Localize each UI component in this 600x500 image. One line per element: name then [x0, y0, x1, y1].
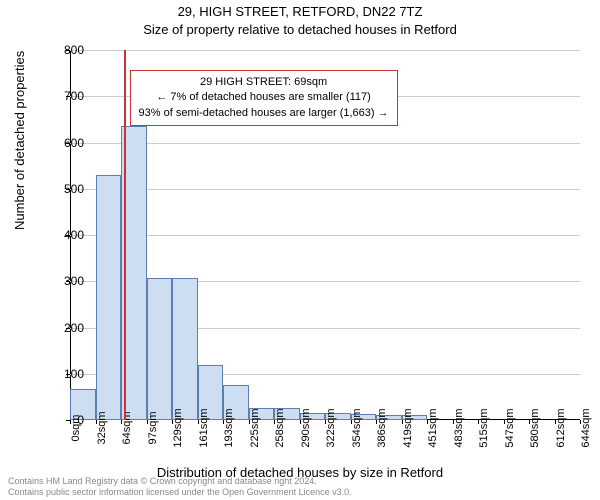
plot-area: 0sqm32sqm64sqm97sqm129sqm161sqm193sqm225…: [70, 50, 580, 420]
info-box: 29 HIGH STREET: 69sqm← 7% of detached ho…: [130, 70, 398, 126]
xtick-label: 483sqm: [453, 408, 465, 447]
ytick-label: 100: [44, 367, 84, 381]
ytick-label: 800: [44, 43, 84, 57]
xtick-label: 322sqm: [325, 408, 337, 447]
xtick-label: 451sqm: [427, 408, 439, 447]
gridline: [70, 50, 580, 51]
title-subtitle: Size of property relative to detached ho…: [0, 22, 600, 37]
footer-attribution: Contains HM Land Registry data © Crown c…: [8, 476, 352, 498]
ytick-label: 400: [44, 228, 84, 242]
histogram-bar: [172, 278, 198, 420]
histogram-bar: [96, 175, 122, 420]
xtick-label: 515sqm: [478, 408, 490, 447]
xtick-label: 290sqm: [300, 408, 312, 447]
footer-line-2: Contains public sector information licen…: [8, 487, 352, 498]
ytick-label: 700: [44, 89, 84, 103]
xtick-label: 193sqm: [223, 408, 235, 447]
xtick-label: 612sqm: [555, 408, 567, 447]
title-address: 29, HIGH STREET, RETFORD, DN22 7TZ: [0, 4, 600, 19]
xtick-label: 644sqm: [580, 408, 592, 447]
ytick-label: 600: [44, 136, 84, 150]
xtick-label: 129sqm: [172, 408, 184, 447]
ytick-label: 200: [44, 321, 84, 335]
xtick-label: 161sqm: [198, 408, 210, 447]
gridline: [70, 143, 580, 144]
gridline: [70, 189, 580, 190]
property-marker-line: [124, 50, 126, 420]
ytick-label: 300: [44, 274, 84, 288]
xtick-label: 419sqm: [402, 408, 414, 447]
info-box-line-3: 93% of semi-detached houses are larger (…: [139, 106, 389, 121]
xtick-label: 580sqm: [529, 408, 541, 447]
info-box-line-2: ← 7% of detached houses are smaller (117…: [139, 90, 389, 105]
xtick-label: 258sqm: [274, 408, 286, 447]
xtick-label: 386sqm: [376, 408, 388, 447]
histogram-bar: [147, 278, 173, 420]
gridline: [70, 235, 580, 236]
xtick-label: 97sqm: [147, 411, 159, 444]
ytick-label: 0: [44, 413, 84, 427]
xtick-label: 547sqm: [504, 408, 516, 447]
footer-line-1: Contains HM Land Registry data © Crown c…: [8, 476, 352, 487]
y-axis-label: Number of detached properties: [12, 51, 27, 230]
chart-container: 29, HIGH STREET, RETFORD, DN22 7TZ Size …: [0, 0, 600, 500]
xtick-label: 225sqm: [249, 408, 261, 447]
ytick-label: 500: [44, 182, 84, 196]
info-box-line-1: 29 HIGH STREET: 69sqm: [139, 75, 389, 90]
xtick-label: 354sqm: [351, 408, 363, 447]
xtick-label: 32sqm: [96, 411, 108, 444]
